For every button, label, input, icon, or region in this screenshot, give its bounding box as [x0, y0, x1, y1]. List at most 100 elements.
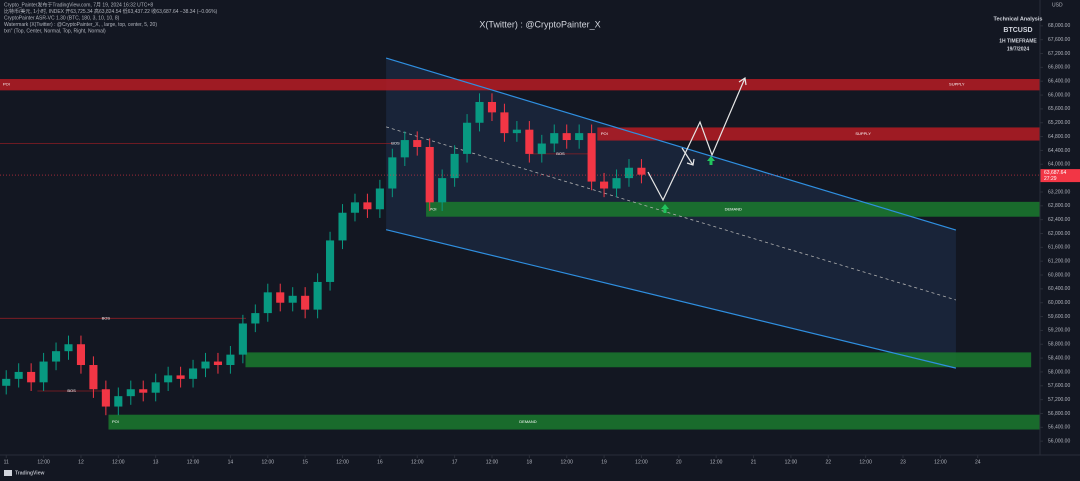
info-timeframe: 1H TIMEFRAME	[999, 38, 1037, 44]
candle-body	[600, 181, 609, 189]
candle-body	[39, 361, 48, 383]
y-tick-label: 60,800.00	[1048, 272, 1070, 278]
channel-upper	[385, 57, 957, 231]
info-symbol: BTCUSD	[1003, 27, 1032, 34]
x-tick-label: 12:00	[112, 459, 125, 465]
x-tick-label: 12:00	[635, 459, 648, 465]
candle-body	[637, 167, 646, 175]
x-tick-label: 12:00	[710, 459, 723, 465]
bos-label: BOS	[391, 141, 400, 146]
info-date: 19/7/2024	[1007, 46, 1029, 52]
zone	[597, 127, 1041, 141]
zone-tag: POI	[3, 82, 10, 87]
candle-body	[438, 178, 447, 203]
zone	[245, 352, 1032, 368]
candle-body	[2, 378, 11, 386]
zone-label: DEMAND	[519, 419, 536, 424]
header-line: Watermark (X(Twitter) : @CryptoPainter_X…	[4, 22, 157, 28]
x-tick-label: 12:00	[37, 459, 50, 465]
y-tick-label: 60,000.00	[1048, 300, 1070, 306]
y-tick-label: 66,800.00	[1048, 65, 1070, 71]
zone-tag: POI	[112, 419, 119, 424]
zone-tag: POI	[601, 131, 608, 136]
candle-body	[587, 133, 596, 182]
y-tick-label: 61,600.00	[1048, 245, 1070, 251]
candle-body	[463, 122, 472, 154]
x-tick-label: 18	[527, 459, 533, 465]
x-tick-label: 12:00	[336, 459, 349, 465]
y-tick-label: 59,200.00	[1048, 328, 1070, 334]
chart-title: X(Twitter) : @CryptoPainter_X	[479, 19, 600, 29]
y-tick-label: 58,400.00	[1048, 355, 1070, 361]
x-tick-label: 22	[825, 459, 831, 465]
candle-body	[76, 344, 86, 366]
header-line: 比特币/美元, 1小时, INDEX 开63,725.34 高63,824.54…	[4, 8, 218, 15]
candle-body	[425, 146, 434, 203]
candle-body	[213, 361, 223, 366]
last-price-label: 63,687.64	[1044, 170, 1066, 176]
candle-body	[375, 188, 384, 210]
y-tick-label: 61,200.00	[1048, 259, 1070, 265]
candle-body	[400, 140, 409, 158]
y-tick-label: 65,200.00	[1048, 120, 1070, 126]
x-tick-label: 24	[975, 459, 981, 465]
candle-body	[189, 368, 198, 379]
y-tick-label: 64,000.00	[1048, 162, 1070, 168]
x-tick-label: 12:00	[187, 459, 200, 465]
candle-body	[126, 389, 135, 397]
y-tick-label: 57,600.00	[1048, 383, 1070, 389]
candle-body	[139, 389, 148, 393]
y-tick-label: 65,600.00	[1048, 106, 1070, 112]
up-arrow-icon	[707, 156, 715, 165]
x-tick-label: 16	[377, 459, 383, 465]
candle-body	[500, 112, 509, 134]
y-tick-label: 67,200.00	[1048, 51, 1070, 57]
x-tick-label: 12:00	[486, 459, 499, 465]
candle-body	[201, 361, 210, 369]
y-tick-label: 59,600.00	[1048, 314, 1070, 320]
up-arrow-icon	[661, 204, 669, 213]
y-tick-label: 62,400.00	[1048, 217, 1070, 223]
projection-path	[681, 147, 694, 166]
y-tick-label: 56,000.00	[1048, 438, 1070, 444]
plot-layer: 56,000.00 56,400.00 56,800.00 57,200.00 57,6…	[0, 23, 1080, 465]
y-tick-label: 63,200.00	[1048, 189, 1070, 195]
candle-body	[151, 382, 160, 393]
arrow-head	[738, 76, 747, 86]
x-tick-label: 12:00	[859, 459, 872, 465]
x-tick-label: 12:00	[411, 459, 424, 465]
zone-label: SUPPLY	[855, 131, 871, 136]
x-tick-label: 20	[676, 459, 682, 465]
zone-label: DEMAND	[725, 206, 742, 211]
bos-label: BOS	[102, 315, 111, 320]
candle-body	[301, 295, 310, 310]
zone	[0, 78, 1041, 91]
x-tick-label: 12	[78, 459, 84, 465]
candle-body	[525, 129, 534, 154]
info-title: Technical Analysis	[994, 16, 1043, 22]
x-tick-label: 23	[900, 459, 906, 465]
overlay-layer	[647, 76, 747, 213]
candle-body	[487, 101, 497, 113]
footer-brand: TradingView	[15, 470, 44, 476]
zone-tag: POI	[430, 206, 437, 211]
candle-body	[52, 351, 61, 362]
candle-body	[288, 295, 297, 303]
candle-body	[413, 140, 422, 147]
candle-body	[537, 143, 546, 154]
candle-body	[326, 240, 335, 282]
candle-body	[276, 292, 285, 303]
candle-body	[164, 375, 173, 383]
y-tick-label: 62,800.00	[1048, 203, 1070, 209]
header-line: CryptoPainter ASR-VC 1.30 (BTC, 180, 3, …	[4, 15, 120, 21]
candle-body	[114, 396, 123, 407]
header-line: txn" (Top, Center, Normal, Top, Right, N…	[4, 28, 106, 34]
y-tick-label: 57,200.00	[1048, 397, 1070, 403]
candle-body	[14, 371, 23, 379]
zone-label: SUPPLY	[949, 82, 965, 87]
projection-path	[647, 77, 746, 202]
candle-body	[64, 344, 73, 352]
x-tick-label: 21	[751, 459, 757, 465]
candle-body	[363, 202, 372, 210]
y-tick-label: 56,800.00	[1048, 411, 1070, 417]
